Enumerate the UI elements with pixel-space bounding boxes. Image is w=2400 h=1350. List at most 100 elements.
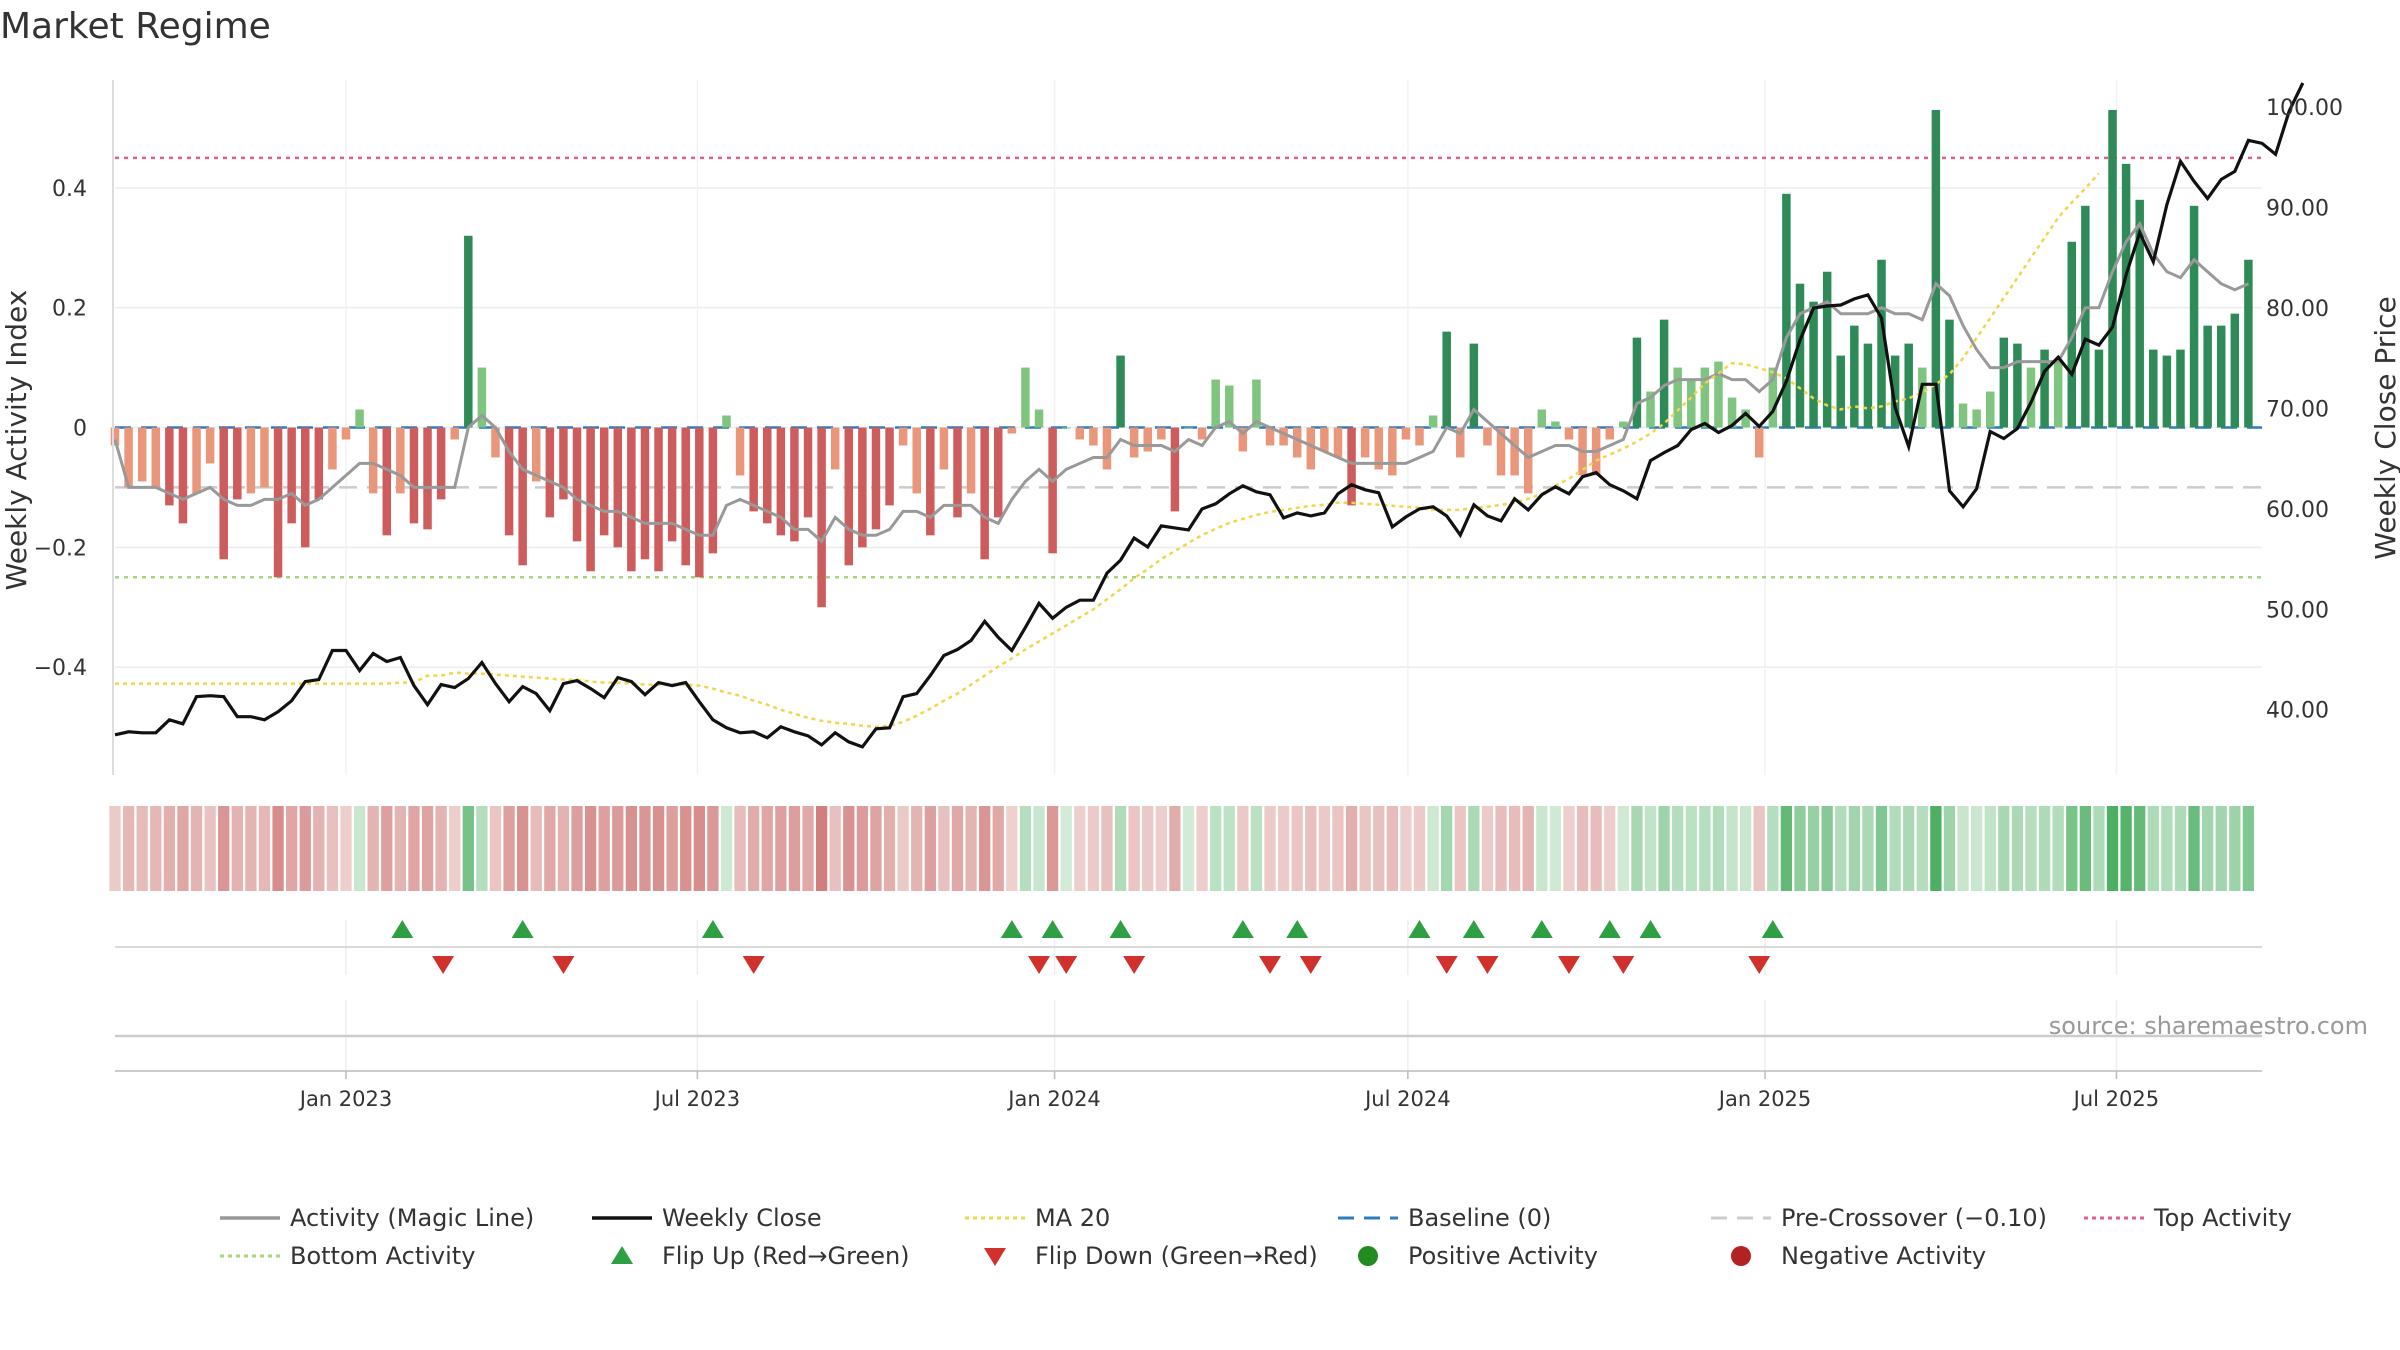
regime-cell	[109, 806, 121, 891]
legend-item: Flip Down (Green→Red)	[984, 1242, 1318, 1270]
activity-bar	[1836, 355, 1845, 428]
regime-cell	[1590, 806, 1602, 891]
activity-bar	[1673, 367, 1682, 428]
regime-cell	[421, 806, 434, 891]
regime-cell	[1169, 806, 1181, 891]
regime-cell	[1644, 806, 1657, 891]
regime-cell	[218, 806, 230, 891]
regime-cell	[517, 806, 529, 891]
legend-label: Activity (Magic Line)	[290, 1204, 534, 1232]
regime-cell	[951, 806, 964, 891]
activity-bar	[341, 427, 351, 440]
activity-bar	[2040, 349, 2049, 428]
activity-bar	[1184, 427, 1193, 429]
regime-cell	[938, 806, 950, 891]
activity-bar	[871, 427, 881, 530]
legend-item: Bottom Activity	[220, 1242, 475, 1270]
regime-cell	[1862, 806, 1874, 891]
activity-bar	[858, 427, 867, 548]
activity-bar	[1687, 379, 1696, 428]
flip-up-marker	[1598, 920, 1621, 938]
activity-bar	[803, 427, 813, 518]
activity-bar	[2216, 325, 2226, 428]
activity-bar	[464, 235, 473, 428]
x-axis: Jan 2023 Jul 2023 Jan 2024 Jul 2024 Jan 2025…	[115, 1034, 2262, 1111]
activity-bar	[1551, 421, 1560, 428]
regime-cell	[1971, 806, 1983, 891]
activity-bar	[491, 427, 500, 458]
flip-down-marker	[1612, 956, 1635, 974]
regime-cell	[1087, 806, 1100, 891]
regime-cell	[1046, 806, 1059, 891]
activity-bar	[1700, 367, 1710, 428]
regime-cell	[1074, 806, 1086, 891]
regime-cell	[1739, 806, 1752, 891]
regime-cell	[2106, 806, 2119, 891]
regime-cell	[1291, 806, 1303, 891]
activity-bar	[396, 427, 405, 494]
activity-bar	[1265, 427, 1275, 446]
y-left-tick-label: −0.4	[34, 656, 87, 681]
regime-cell	[1019, 806, 1032, 891]
activity-bar	[586, 427, 595, 572]
activity-bar	[1659, 319, 1669, 428]
regime-cell	[1767, 806, 1779, 891]
regime-cell	[2147, 806, 2159, 891]
activity-bar	[110, 427, 120, 446]
flip-up-marker	[1286, 920, 1309, 938]
activity-bar	[1075, 427, 1085, 440]
y-left-tick-label: 0.2	[52, 297, 87, 322]
regime-cell	[680, 806, 692, 891]
y-right-tick-label: 70.00	[2266, 397, 2329, 422]
flip-down-marker	[1748, 956, 1771, 974]
legend-label: Negative Activity	[1781, 1242, 1986, 1270]
regime-cell	[435, 806, 447, 891]
regime-cell	[815, 806, 828, 891]
regime-cell	[598, 806, 610, 891]
activity-bar	[994, 427, 1003, 518]
regime-cell	[2011, 806, 2024, 891]
regime-cell	[394, 806, 406, 891]
activity-bar	[1333, 427, 1343, 458]
activity-bar	[2149, 349, 2158, 428]
regime-cell	[1386, 806, 1398, 891]
activity-bar	[1197, 427, 1207, 440]
flip-down-marker	[552, 956, 575, 974]
activity-bar	[749, 427, 758, 512]
activity-bar	[1469, 343, 1479, 428]
activity-bar	[1931, 109, 1941, 428]
regime-cell	[1631, 806, 1643, 891]
legend-swatch	[1358, 1246, 1378, 1266]
flip-up-marker	[1041, 920, 1064, 938]
activity-bar	[1007, 427, 1017, 434]
regime-cell	[775, 806, 787, 891]
regime-cell	[652, 806, 665, 891]
regime-cell	[2052, 806, 2064, 891]
regime-cell	[313, 806, 325, 891]
regime-cell	[326, 806, 339, 891]
legend-item: MA 20	[965, 1204, 1110, 1232]
activity-bar	[2162, 355, 2172, 428]
regime-cell	[381, 806, 393, 891]
activity-bar	[1918, 367, 1927, 428]
regime-cell	[1413, 806, 1426, 891]
regime-cell	[897, 806, 909, 891]
activity-bar	[409, 427, 419, 524]
flip-down-marker	[1299, 956, 1322, 974]
legend-label: Bottom Activity	[290, 1242, 475, 1270]
activity-bar	[1428, 415, 1438, 428]
activity-bars	[110, 109, 2253, 608]
regime-cell	[557, 806, 570, 891]
source-note: source: sharemaestro.com	[2049, 1012, 2368, 1040]
regime-cell	[1794, 806, 1806, 891]
activity-bar	[1496, 427, 1506, 476]
flip-up-marker	[1462, 920, 1485, 938]
regime-cell	[299, 806, 311, 891]
regime-cell	[571, 806, 583, 891]
activity-bar	[1768, 367, 1778, 428]
activity-bar	[545, 427, 555, 518]
legend-label: Top Activity	[2153, 1204, 2292, 1232]
activity-bar	[966, 427, 976, 494]
activity-bar	[2094, 349, 2104, 428]
